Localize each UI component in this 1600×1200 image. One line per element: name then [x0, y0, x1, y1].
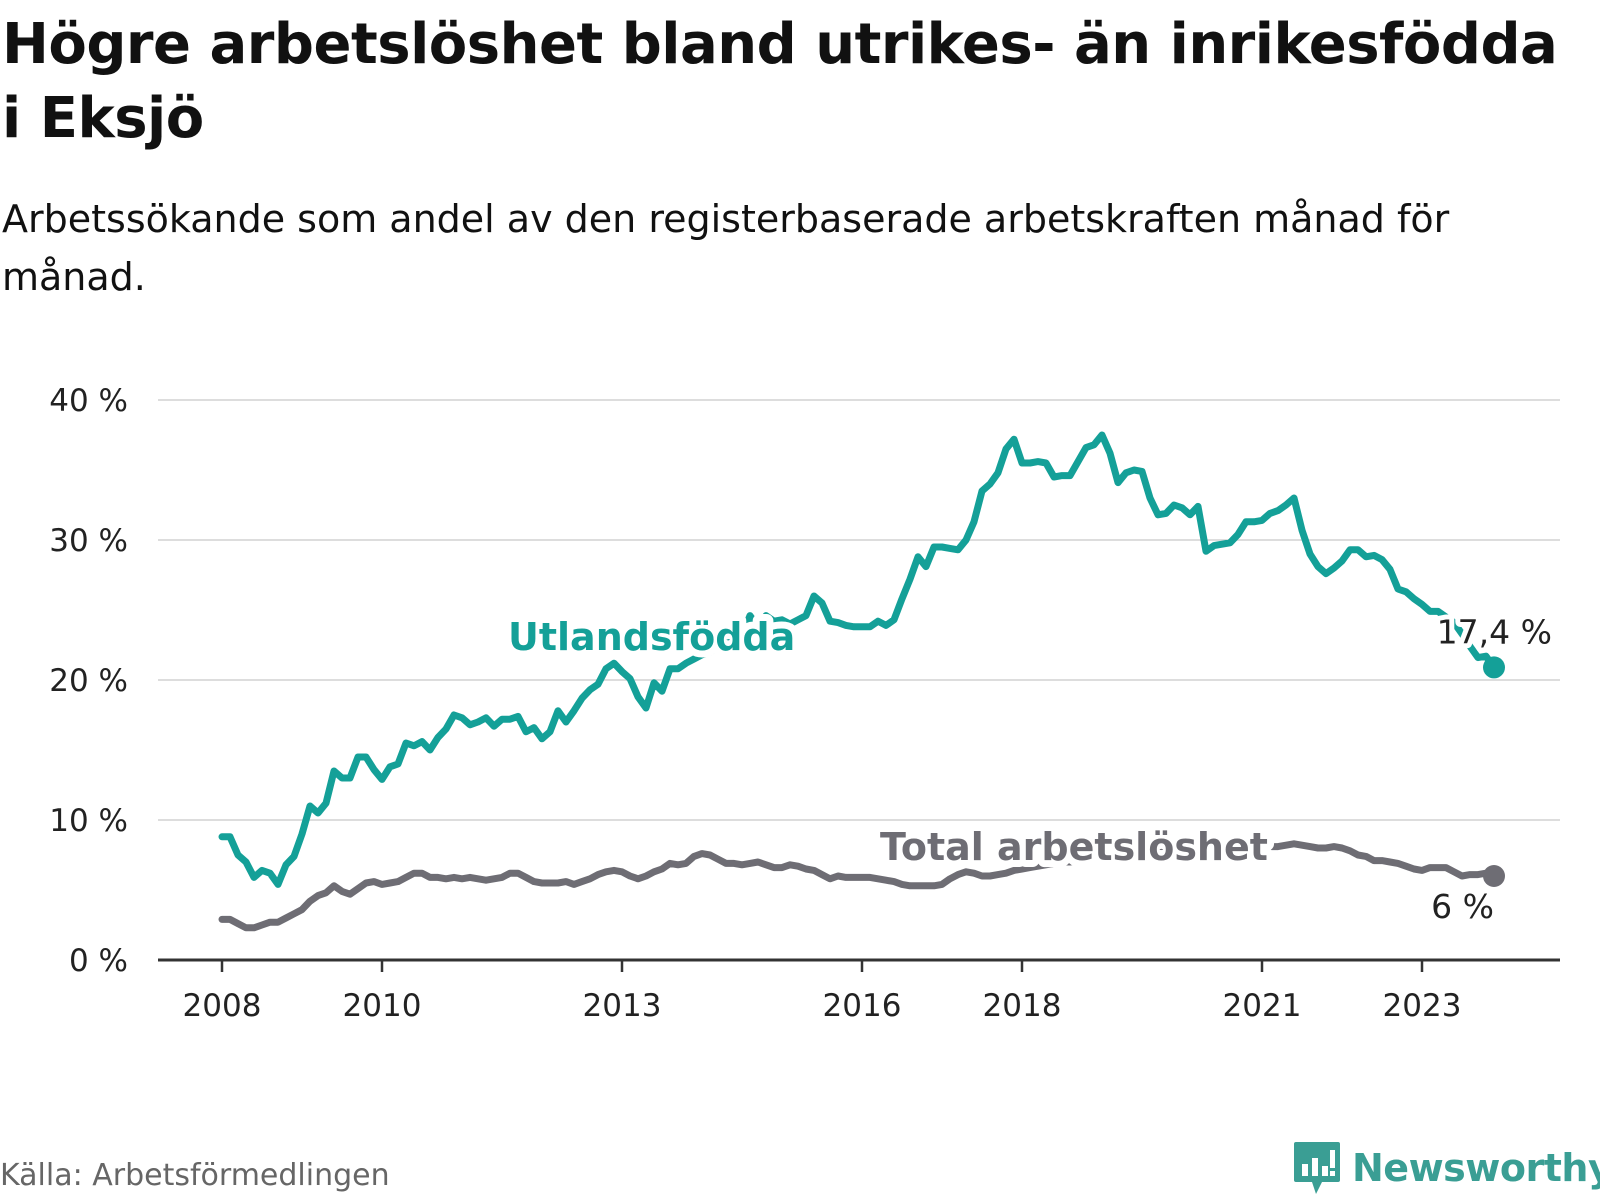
end-value-label-total: 6 %	[1431, 887, 1494, 926]
series-line-total	[218, 840, 1498, 932]
x-axis: 2008 2010 2013 2016 2018 2021 2023	[158, 958, 1560, 1024]
y-tick-label: 30 %	[49, 523, 128, 559]
y-tick-label: 20 %	[49, 663, 128, 699]
brand-name: Newsworthy	[1352, 1146, 1600, 1190]
end-value-label-halo: 6 %	[1431, 887, 1494, 926]
x-tick-label: 2010	[343, 988, 422, 1024]
x-tick-label: 2013	[583, 988, 662, 1024]
newsworthy-logo-icon	[1294, 1142, 1340, 1194]
brand-logo: Newsworthy	[1292, 1140, 1600, 1196]
x-tick-label: 2016	[823, 988, 902, 1024]
x-tick-label: 2021	[1223, 988, 1302, 1024]
series-label-halo: Total arbetslöshet	[880, 825, 1268, 869]
series-label-utlandsfodda: Utlandsfödda	[508, 615, 795, 659]
chart-subtitle: Arbetssökande som andel av den registerb…	[2, 197, 1450, 299]
x-tick-label: 2008	[183, 988, 262, 1024]
series-label-total: Total arbetslöshet	[880, 825, 1268, 869]
series-line-utlandsfodda	[218, 431, 1498, 888]
source-note: Källa: Arbetsförmedlingen	[0, 1158, 390, 1193]
end-value-label-halo: 17,4 %	[1437, 612, 1552, 651]
series-lines	[218, 431, 1505, 932]
series-end-point-total	[1483, 865, 1505, 887]
x-tick-label: 2023	[1383, 988, 1462, 1024]
y-tick-label: 40 %	[49, 383, 128, 419]
chart-title: Högre arbetslöshet bland utrikes- än inr…	[2, 12, 1558, 151]
y-tick-label: 0 %	[69, 943, 128, 979]
end-value-label-utlandsfodda: 17,4 %	[1437, 612, 1552, 651]
y-axis: 0 % 10 % 20 % 30 % 40 %	[49, 383, 128, 979]
series-end-point-utlandsfodda	[1483, 656, 1505, 679]
series-label-halo: Utlandsfödda	[508, 615, 795, 659]
y-tick-label: 10 %	[49, 803, 128, 839]
grid-lines	[158, 399, 1560, 821]
line-chart: 0 % 10 % 20 % 30 % 40 % 2008 2010 2013 2016 2018…	[49, 383, 1560, 1024]
x-tick-label: 2018	[983, 988, 1062, 1024]
